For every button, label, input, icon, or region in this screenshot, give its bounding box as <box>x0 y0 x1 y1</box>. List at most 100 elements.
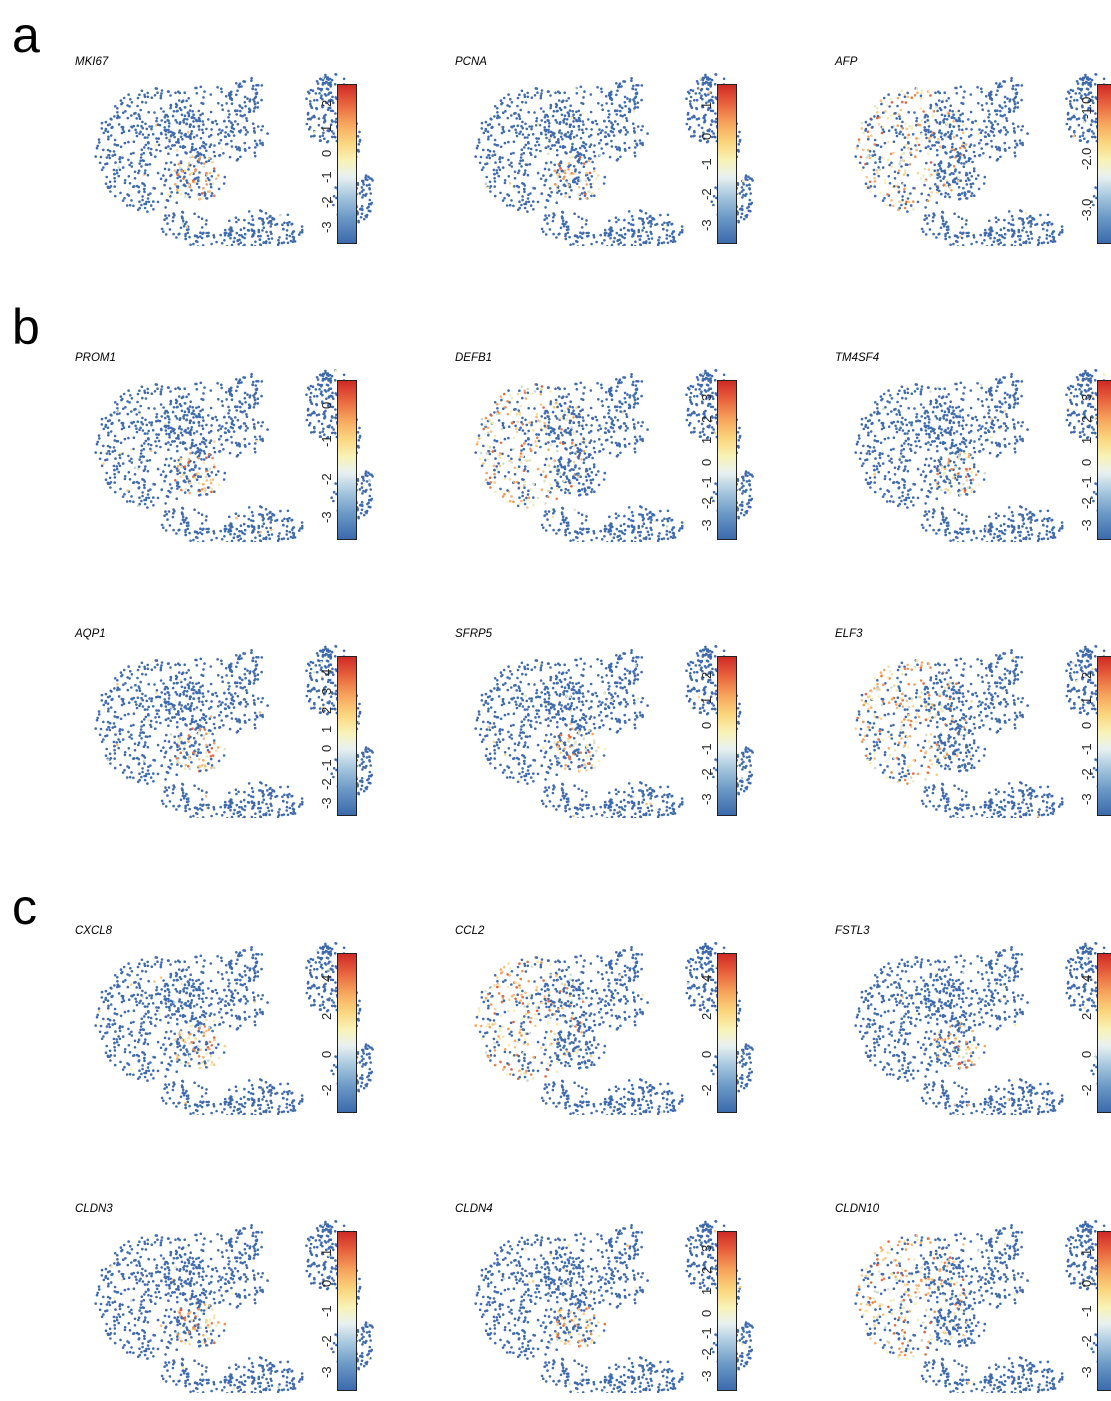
cell-point <box>314 388 318 391</box>
cell-point <box>135 117 138 120</box>
cell-point <box>867 137 870 141</box>
cell-point <box>915 140 919 144</box>
cell-point <box>602 182 606 185</box>
cell-point <box>1090 200 1093 203</box>
cell-point <box>249 223 253 226</box>
cell-point <box>233 532 236 536</box>
cell-point <box>251 383 255 387</box>
cell-point <box>985 231 988 235</box>
cell-point <box>183 410 187 413</box>
cell-point <box>279 509 282 513</box>
cell-point <box>108 149 112 153</box>
cell-point <box>358 434 362 438</box>
cell-point <box>1091 95 1094 99</box>
cell-point <box>964 223 968 226</box>
cell-point <box>944 232 947 236</box>
cell-point <box>1010 214 1014 218</box>
cell-point <box>960 226 964 229</box>
cell-point <box>673 240 677 243</box>
cell-point <box>312 134 315 138</box>
cell-point <box>963 90 966 93</box>
cell-point <box>610 97 614 101</box>
cell-point <box>695 80 699 83</box>
cell-point <box>128 499 132 503</box>
cell-point <box>1084 73 1087 77</box>
cell-point <box>572 179 575 182</box>
cell-point <box>205 456 208 460</box>
cell-point <box>988 219 991 223</box>
cell-point <box>489 134 493 137</box>
cell-point <box>973 144 976 147</box>
cell-point <box>903 95 907 99</box>
cell-point <box>179 417 182 420</box>
cell-point <box>175 437 178 440</box>
cell-point <box>608 155 612 159</box>
cell-point <box>968 171 972 175</box>
cell-point <box>1030 237 1034 240</box>
cell-point <box>738 138 742 142</box>
cell-point <box>174 479 177 482</box>
cell-point <box>139 404 142 408</box>
cell-point <box>945 99 948 103</box>
cell-point <box>198 415 202 419</box>
cell-point <box>107 431 110 435</box>
cell-point <box>164 206 167 209</box>
cell-point <box>148 421 151 424</box>
cell-point <box>943 114 947 117</box>
cell-point <box>223 119 226 123</box>
cell-point <box>117 462 120 465</box>
cell-point <box>220 538 224 541</box>
cell-point <box>1019 243 1022 246</box>
cell-point <box>123 492 126 496</box>
cell-point <box>361 179 365 183</box>
cell-point <box>938 106 942 110</box>
cell-point <box>1079 77 1082 81</box>
cell-point <box>991 123 994 127</box>
cell-point <box>1046 213 1050 217</box>
cell-point <box>892 204 895 208</box>
cell-point <box>323 120 326 124</box>
cell-point <box>195 92 199 95</box>
cell-point <box>949 150 952 154</box>
cell-point <box>203 452 207 455</box>
cell-point <box>959 179 962 182</box>
cell-point <box>1094 120 1097 123</box>
cell-point <box>1010 79 1013 82</box>
cell-point <box>616 122 620 126</box>
cell-point <box>230 435 233 439</box>
cell-point <box>140 385 144 389</box>
cell-point <box>256 402 260 405</box>
cell-point <box>736 183 740 186</box>
cell-point <box>600 242 604 245</box>
cell-point <box>478 141 481 144</box>
cell-point <box>130 165 134 168</box>
cell-point <box>155 137 158 140</box>
cell-point <box>943 106 947 109</box>
cell-point <box>516 208 520 212</box>
cell-point <box>181 211 185 214</box>
cell-point <box>543 218 546 221</box>
cell-point <box>1000 85 1003 88</box>
cell-point <box>585 183 589 186</box>
cell-point <box>922 110 925 113</box>
cell-point <box>704 73 707 77</box>
cell-point <box>202 162 206 165</box>
cell-point <box>318 135 322 138</box>
cell-point <box>261 515 264 518</box>
cell-point <box>750 201 754 205</box>
cell-point <box>533 111 536 114</box>
cell-point <box>937 139 940 142</box>
cell-point <box>200 458 203 461</box>
cell-point <box>191 155 194 158</box>
cell-point <box>1004 133 1008 136</box>
cell-point <box>912 200 915 203</box>
cell-point <box>113 185 116 188</box>
cell-point <box>252 423 256 426</box>
cell-point <box>1001 106 1004 110</box>
cell-point <box>936 153 939 157</box>
cell-point <box>367 209 371 213</box>
cell-point <box>979 131 983 134</box>
cell-point <box>966 177 970 180</box>
cell-point <box>1094 135 1097 139</box>
cell-point <box>1003 126 1007 129</box>
